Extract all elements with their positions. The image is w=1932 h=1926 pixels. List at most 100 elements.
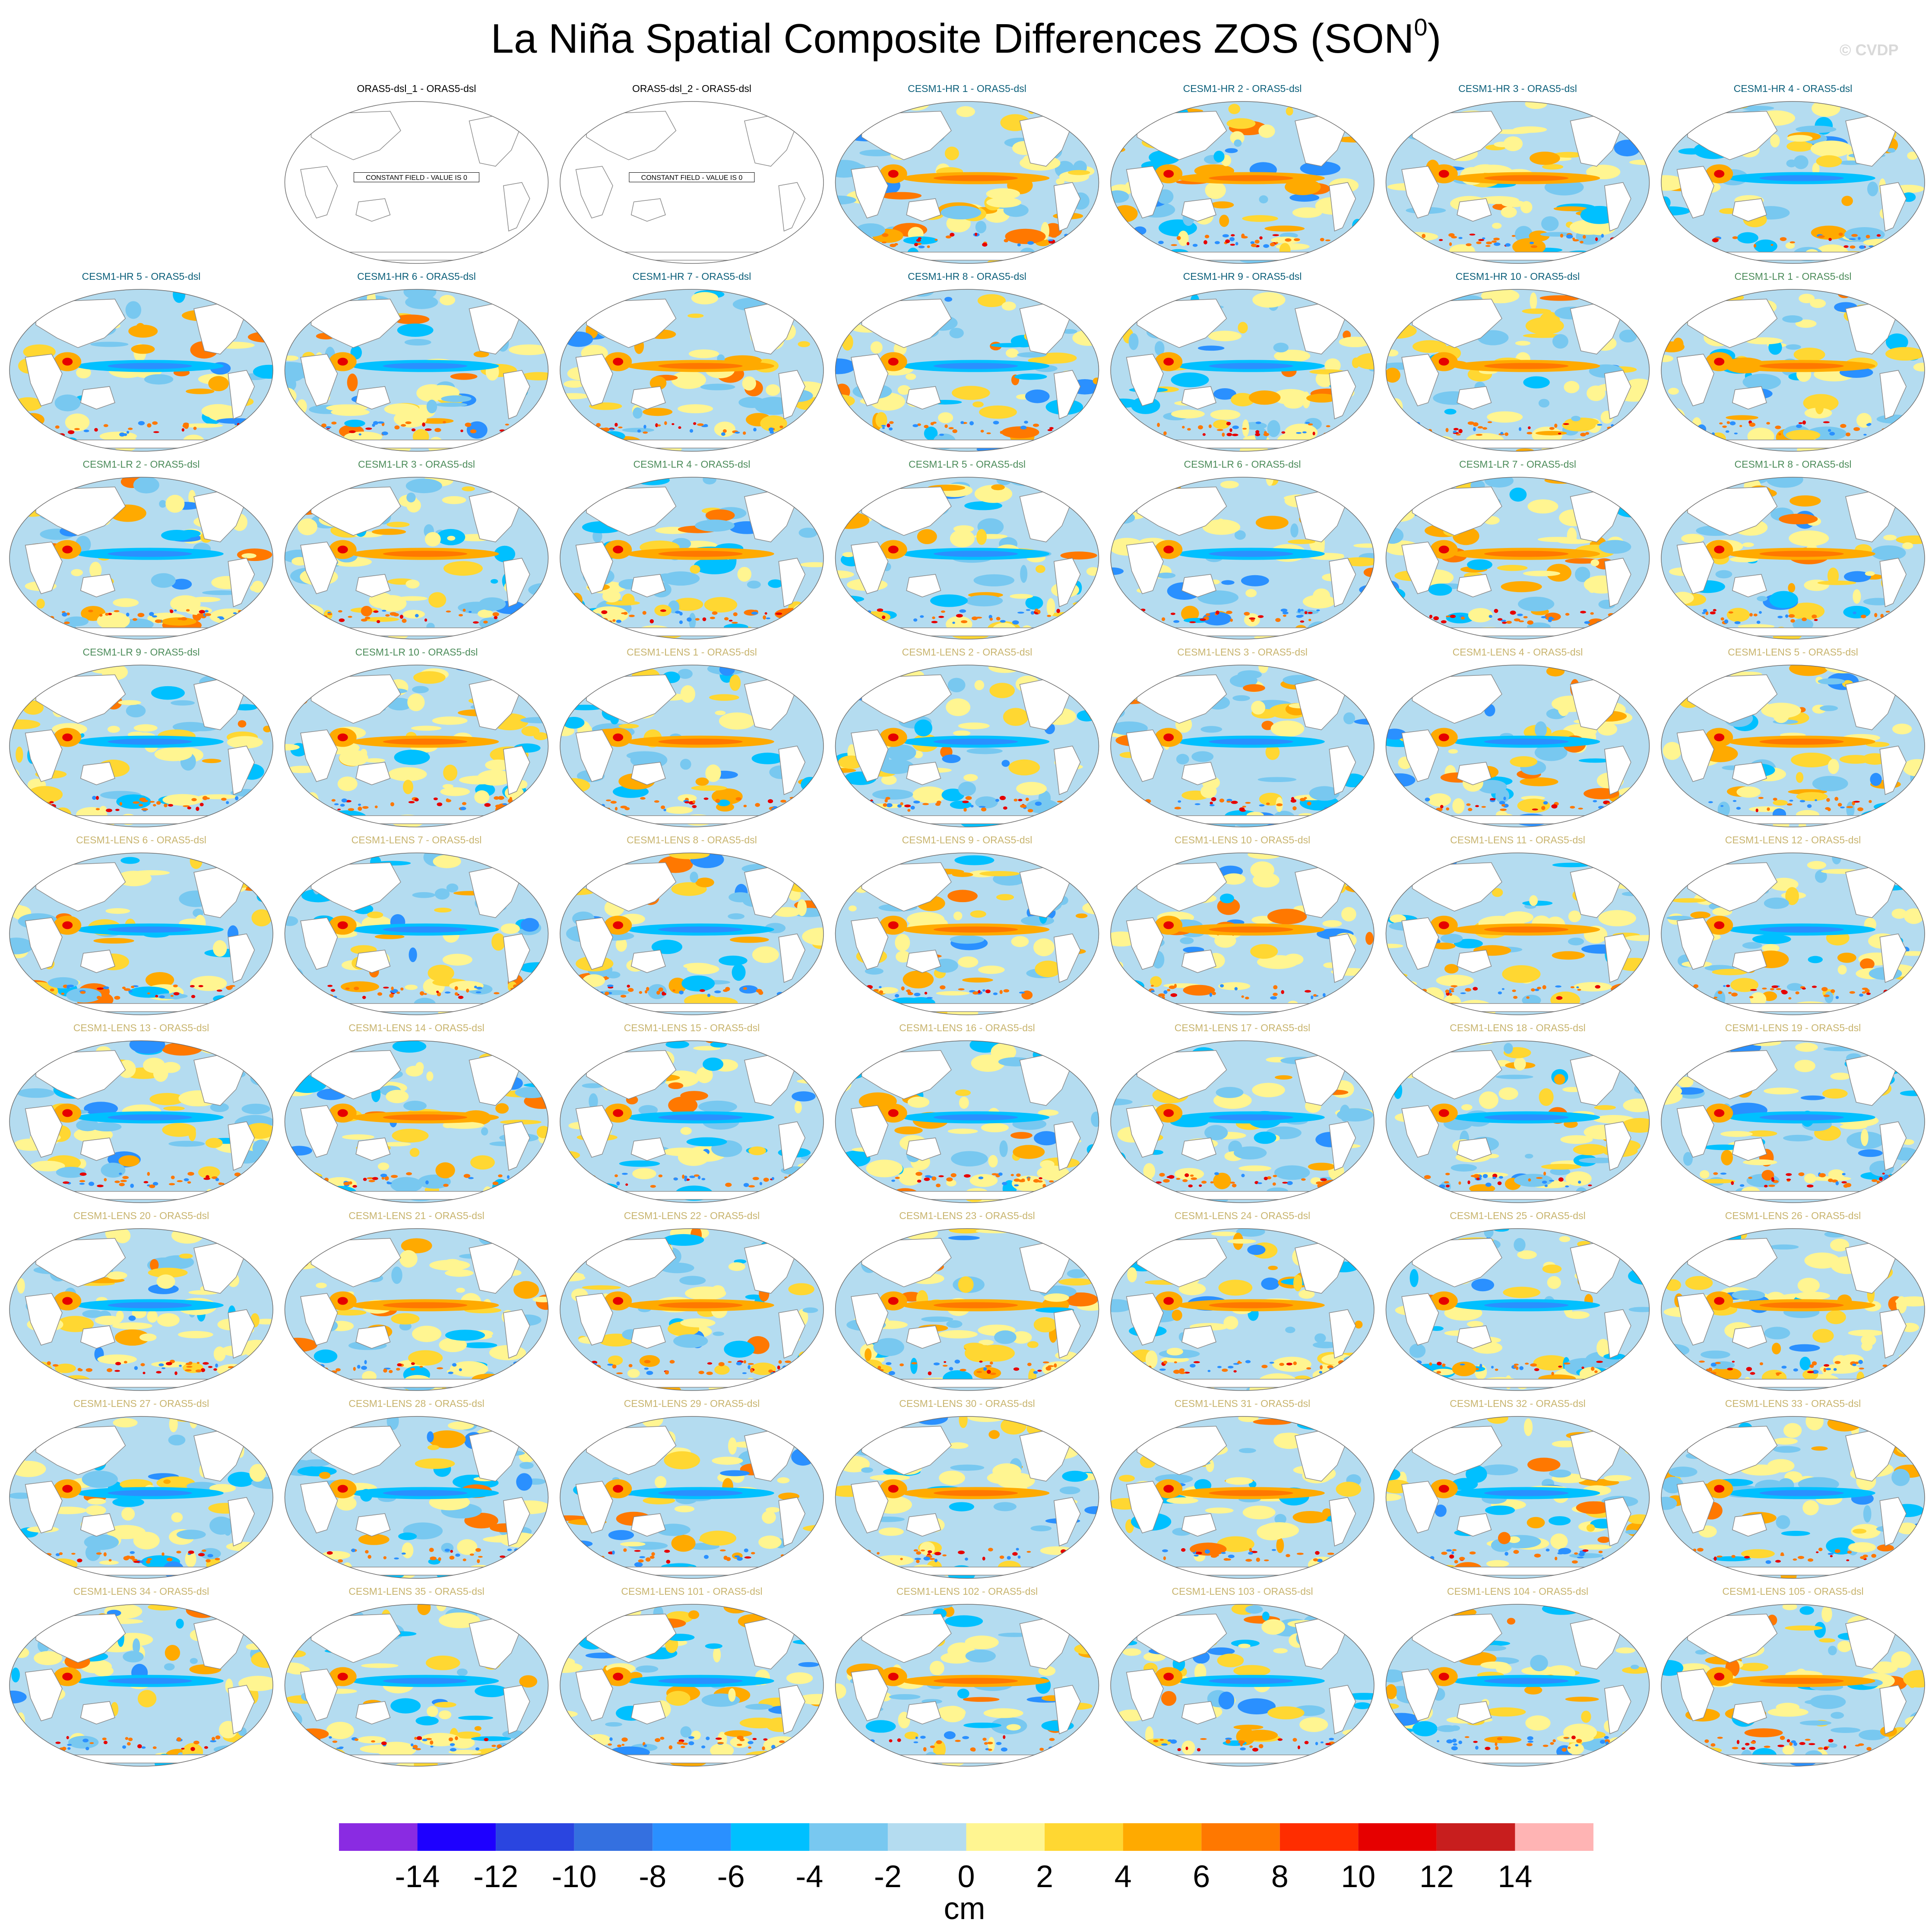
map-field [835,1229,1099,1391]
panel-title: CESM1-LENS 20 - ORAS5-dsl [73,1210,209,1221]
watermark: © CVDP [1840,41,1899,59]
map-field [1111,289,1374,451]
panel-title: CESM1-LENS 34 - ORAS5-dsl [73,1586,209,1597]
map-panel: CESM1-LENS 19 - ORAS5-dsl [1661,1022,1925,1203]
map-field [285,1229,548,1391]
map-panel: CESM1-LR 10 - ORAS5-dsl [284,646,549,827]
panel-title: CESM1-LENS 11 - ORAS5-dsl [1450,834,1585,846]
colorbar-box [966,1823,1045,1851]
map-panel: CESM1-HR 5 - ORAS5-dsl [9,271,273,452]
colorbar: -14 -12 -10 -8 -6 -4 -2 0 2 4 6 8 10 12 14 cm [339,1823,1593,1926]
map-panel: CESM1-LR 4 - ORAS5-dsl [560,459,824,640]
panel-title: CESM1-HR 6 - ORAS5-dsl [357,271,476,282]
map-panel: ORAS5-dsl_2 - ORAS5-dsl CONSTANT FIELD - … [560,83,824,264]
map-panel: CESM1-LENS 31 - ORAS5-dsl [1110,1398,1375,1579]
panel-title: CESM1-LENS 9 - ORAS5-dsl [902,834,1033,846]
panel-title: CESM1-LENS 24 - ORAS5-dsl [1175,1210,1310,1221]
map-panel: CESM1-LENS 6 - ORAS5-dsl [9,834,273,1015]
panel-title: CESM1-LENS 17 - ORAS5-dsl [1175,1022,1310,1033]
panel-title: CESM1-LENS 28 - ORAS5-dsl [348,1398,484,1409]
map-field [835,289,1099,451]
colorbar-box [1358,1823,1437,1851]
colorbar-box [1515,1823,1593,1851]
map-field [560,665,823,827]
map-field [10,1229,273,1391]
map-panel: CESM1-LENS 101 - ORAS5-dsl [560,1586,824,1767]
map-field [560,477,823,639]
map-field [10,853,273,1015]
map-panel: CESM1-LENS 15 - ORAS5-dsl [560,1022,824,1203]
panel-title: CESM1-LENS 1 - ORAS5-dsl [627,646,757,658]
map-field [560,289,823,451]
title-close: ) [1427,16,1441,62]
colorbar-box [1123,1823,1202,1851]
map-field [560,1604,823,1766]
colorbar-box [731,1823,810,1851]
map-field [285,1416,548,1578]
panel-title: CESM1-LR 1 - ORAS5-dsl [1735,271,1852,282]
panel-title: CESM1-HR 10 - ORAS5-dsl [1456,271,1580,282]
panel-title: CESM1-LENS 101 - ORAS5-dsl [621,1586,762,1597]
map-field [10,665,273,827]
map-panel: CESM1-HR 1 - ORAS5-dsl [835,83,1099,264]
map-panel: CESM1-LENS 105 - ORAS5-dsl [1661,1586,1925,1767]
map-panel: CESM1-HR 2 - ORAS5-dsl [1110,83,1375,264]
map-field [285,1604,548,1766]
panel-title: CESM1-LR 7 - ORAS5-dsl [1459,459,1576,470]
panel-title: CESM1-HR 4 - ORAS5-dsl [1734,83,1853,94]
map-panel: CESM1-LENS 23 - ORAS5-dsl [835,1210,1099,1391]
panel-title: CESM1-LENS 31 - ORAS5-dsl [1175,1398,1310,1409]
map-field [1661,1604,1925,1766]
colorbar-tick-label: 4 [1115,1859,1132,1894]
colorbar-tick-label: 2 [1036,1859,1053,1894]
panel-title: CESM1-LENS 26 - ORAS5-dsl [1725,1210,1861,1221]
map-panel: CESM1-LENS 2 - ORAS5-dsl [835,646,1099,827]
map-field [560,853,823,1015]
map-panel: CESM1-LENS 25 - ORAS5-dsl [1385,1210,1650,1391]
map-field [1111,1229,1374,1391]
map-panel: CESM1-HR 3 - ORAS5-dsl [1385,83,1650,264]
map-panel: CESM1-LR 2 - ORAS5-dsl [9,459,273,640]
map-panel: CESM1-LR 7 - ORAS5-dsl [1385,459,1650,640]
map-field [835,1041,1099,1203]
colorbar-tick-label: 14 [1498,1859,1532,1894]
map-field [10,289,273,451]
map-panel: CESM1-LR 3 - ORAS5-dsl [284,459,549,640]
map-panel: CESM1-LR 6 - ORAS5-dsl [1110,459,1375,640]
map-panel: CESM1-HR 7 - ORAS5-dsl [560,271,824,452]
panel-title: CESM1-LENS 13 - ORAS5-dsl [73,1022,209,1033]
map-panel: CESM1-LR 5 - ORAS5-dsl [835,459,1099,640]
colorbar-tick-label: 12 [1419,1859,1454,1894]
panel-title: CESM1-LENS 4 - ORAS5-dsl [1453,646,1583,658]
panel-title: CESM1-HR 1 - ORAS5-dsl [908,83,1026,94]
map-panel: CESM1-LENS 29 - ORAS5-dsl [560,1398,824,1579]
colorbar-tick-label: -4 [795,1859,823,1894]
map-field [1386,101,1650,263]
map-field [1386,1041,1650,1203]
map-field [1386,477,1650,639]
map-field [1386,1229,1650,1391]
map-panel: CESM1-LENS 33 - ORAS5-dsl [1661,1398,1925,1579]
map-field [285,853,548,1015]
colorbar-box [339,1823,418,1851]
map-panel: CESM1-LENS 103 - ORAS5-dsl [1110,1586,1375,1767]
map-panel: CESM1-LENS 35 - ORAS5-dsl [284,1586,549,1767]
map-field [10,1416,273,1578]
panel-title: CESM1-HR 3 - ORAS5-dsl [1458,83,1577,94]
panel-title: CESM1-LENS 103 - ORAS5-dsl [1172,1586,1313,1597]
panel-title: CESM1-LENS 6 - ORAS5-dsl [76,834,206,846]
map-field [285,477,548,639]
colorbar-tick-label: -14 [395,1859,440,1894]
panel-title: CESM1-LENS 33 - ORAS5-dsl [1725,1398,1861,1409]
panel-title: CESM1-HR 8 - ORAS5-dsl [908,271,1026,282]
constant-field-note: CONSTANT FIELD - VALUE IS 0 [641,174,743,182]
map-panel: CESM1-LENS 28 - ORAS5-dsl [284,1398,549,1579]
map-field [560,101,823,263]
colorbar-tick-label: -12 [473,1859,518,1894]
map-panel: CESM1-LENS 30 - ORAS5-dsl [835,1398,1099,1579]
panel-title: CESM1-LENS 5 - ORAS5-dsl [1728,646,1858,658]
title-superscript: 0 [1414,13,1428,41]
colorbar-tick-label: 8 [1271,1859,1289,1894]
map-panel: CESM1-LENS 12 - ORAS5-dsl [1661,834,1925,1015]
title-main: La Niña Spatial Composite Differences ZO… [491,16,1414,62]
